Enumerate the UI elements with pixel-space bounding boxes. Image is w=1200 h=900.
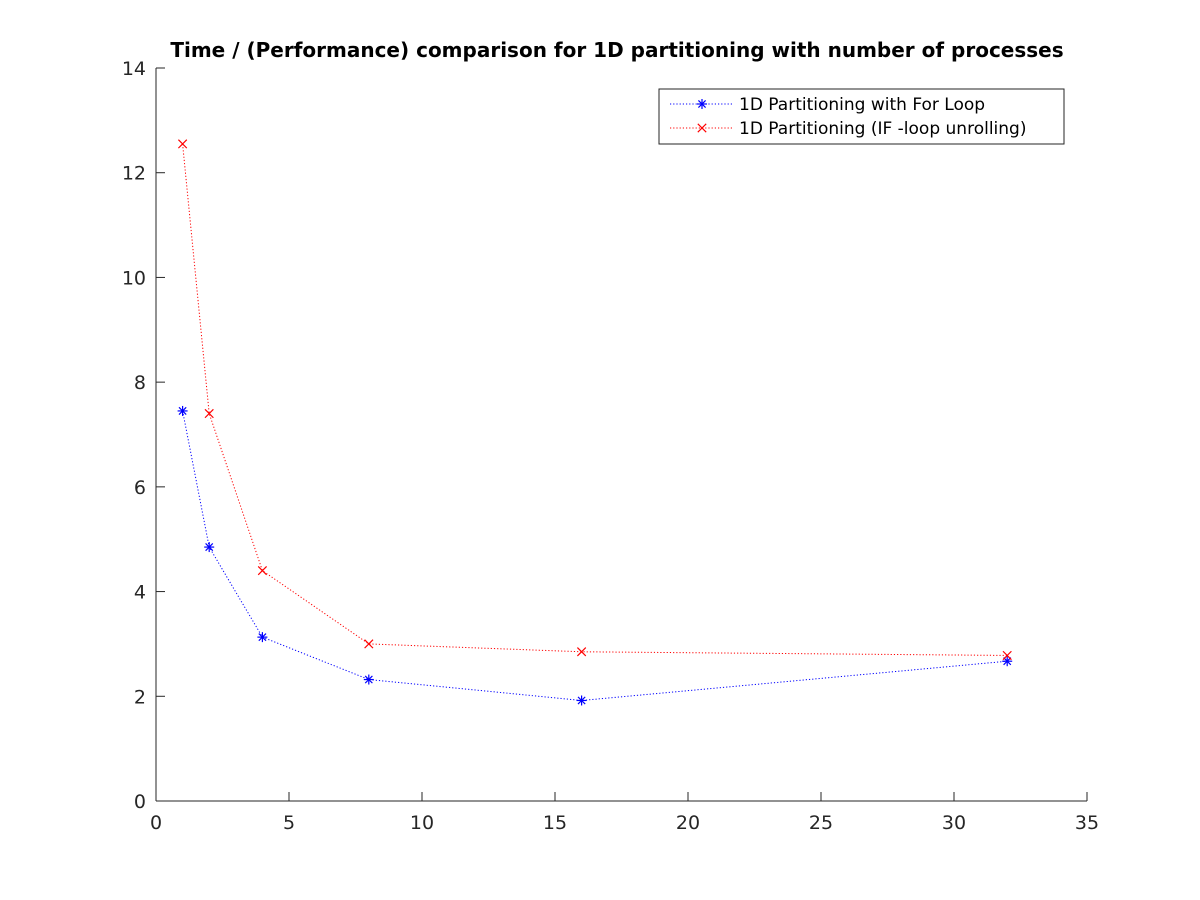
x-tick-label: 35 — [1075, 812, 1099, 834]
y-tick-label: 0 — [134, 791, 146, 813]
y-tick-label: 14 — [122, 58, 146, 80]
data-point-series-1 — [576, 695, 587, 706]
legend: 1D Partitioning with For Loop 1D Partitio… — [658, 88, 1065, 145]
data-point-series-1 — [177, 405, 188, 416]
x-tick-label: 5 — [283, 812, 295, 834]
x-tick-label: 10 — [410, 812, 434, 834]
y-tick-label: 4 — [134, 582, 146, 604]
data-point-series-2 — [1002, 650, 1012, 661]
x-tick-label: 0 — [150, 812, 162, 834]
series-line-1 — [182, 410, 1008, 701]
data-point-series-1 — [363, 674, 374, 685]
data-point-series-2 — [204, 408, 214, 419]
data-point-series-1 — [204, 542, 215, 553]
x-tick-label: 30 — [942, 812, 966, 834]
chart-title: Time / (Performance) comparison for 1D p… — [170, 38, 1063, 62]
data-point-series-2 — [364, 639, 374, 649]
data-point-series-2 — [257, 566, 268, 576]
x-tick-label: 20 — [676, 812, 700, 834]
y-tick-label: 12 — [122, 163, 146, 185]
y-tick-label: 10 — [122, 267, 146, 289]
legend-marker-2 — [697, 123, 707, 133]
legend-box — [658, 88, 1065, 145]
legend-label-2: 1D Partitioning (IF -loop unrolling) — [739, 119, 1026, 139]
x-tick-label: 25 — [809, 812, 833, 834]
legend-marker-1 — [697, 99, 707, 109]
legend-label-1: 1D Partitioning with For Loop — [739, 95, 985, 115]
data-point-series-2 — [576, 647, 587, 657]
data-point-series-1 — [257, 632, 268, 643]
data-point-series-2 — [177, 139, 188, 149]
series-line-2 — [182, 143, 1008, 656]
data-point-series-1 — [1002, 656, 1013, 667]
x-tick-label: 15 — [543, 812, 567, 834]
y-tick-label: 2 — [134, 686, 146, 708]
plot-area: 0 5 10 15 20 25 30 35 0 2 4 6 8 10 12 14 — [122, 58, 1099, 834]
y-tick-label: 6 — [134, 477, 146, 499]
y-tick-label: 8 — [134, 372, 146, 394]
